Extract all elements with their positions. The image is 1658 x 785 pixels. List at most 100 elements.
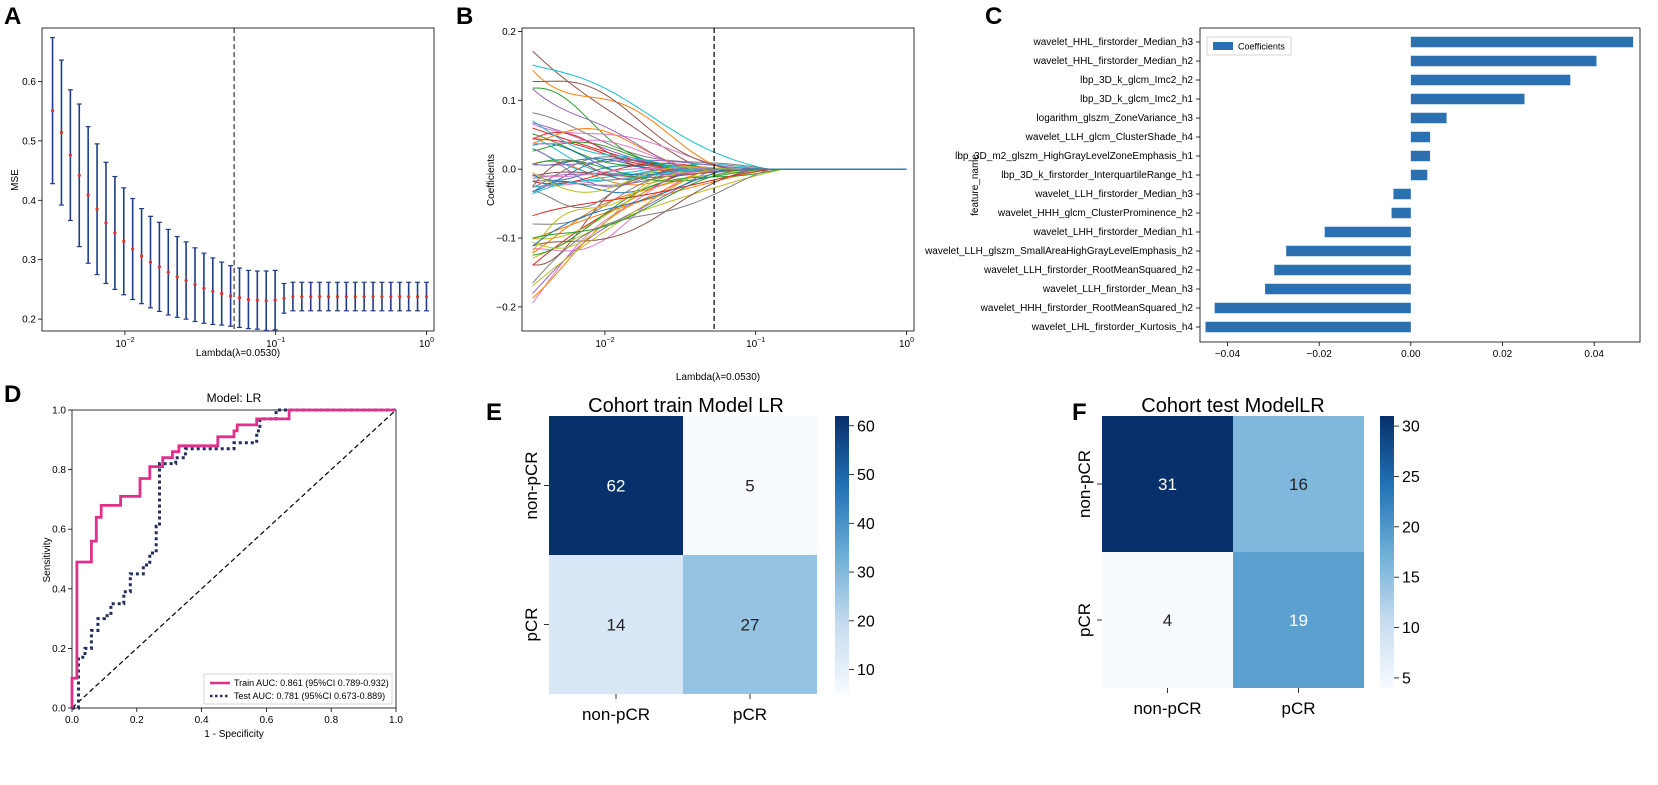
colorbar: 30 25 20 15 10 5: [1380, 416, 1420, 688]
tick-base: 10: [115, 339, 127, 350]
train-roc-curve: [70, 408, 396, 708]
coefficient-bar: [1410, 55, 1597, 67]
x-tick-label: 0.6: [259, 715, 273, 726]
coefficient-path: [532, 64, 907, 170]
coefficient-bar: [1286, 245, 1411, 257]
colorbar-tick-label: 10: [857, 662, 875, 679]
x-tick-label: pCR: [1281, 699, 1315, 718]
y-axis-label: MSE: [10, 169, 21, 191]
mean-point: [211, 289, 215, 293]
feature-label: wavelet_HHH_firstorder_RootMeanSquared_h…: [980, 303, 1194, 314]
error-bars: [50, 28, 429, 332]
y-tick-label: 0.6: [22, 77, 36, 88]
coefficient-path: [532, 168, 907, 304]
panel-e-confusion-train: Cohort train Model LR 62 5 14 27 non-pCR pCR n…: [522, 395, 875, 724]
mean-point: [50, 108, 55, 113]
cell-value: 4: [1163, 611, 1172, 630]
y-tick-label: 0.8: [52, 465, 66, 476]
y-tick-label: non-pCR: [522, 451, 541, 519]
colorbar-tick-label: 30: [857, 565, 875, 582]
matrix-cell: [1233, 552, 1364, 688]
coefficient-path: [532, 168, 907, 294]
mean-point: [77, 173, 81, 177]
x-axis-label: Lambda(λ=0.0530): [676, 372, 760, 383]
mean-point: [148, 260, 153, 264]
panel-d-roc: Model: LR 0.00.0 0.2 0.2 0.4 0.4 0.6 0.6 0.8 0.8…: [42, 391, 403, 740]
y-tick-label: pCR: [1075, 603, 1094, 637]
feature-label: lbp_3D_m2_glszm_HighGrayLevelZoneEmphasi…: [955, 151, 1193, 162]
panel-label-e: E: [486, 399, 502, 426]
cell-value: 5: [745, 477, 754, 496]
mean-point: [122, 239, 126, 243]
colorbar-gradient: [835, 416, 849, 694]
coefficient-bars: wavelet_HHL_firstorder_Median_h3 wavelet_…: [924, 36, 1634, 333]
mean-point: [113, 231, 117, 235]
y-axis-label: Coefficients: [486, 154, 497, 206]
mean-point: [175, 275, 179, 279]
x-tick-label: 0.0: [65, 715, 79, 726]
mean-point: [104, 221, 108, 225]
mean-point: [407, 294, 411, 299]
mean-point: [344, 294, 348, 299]
x-tick-label: 10−1: [746, 337, 765, 350]
mean-point: [326, 294, 331, 299]
cell-value: 27: [741, 616, 760, 635]
x-tick-label: 0.00: [1401, 349, 1421, 360]
tick-exponent: −2: [606, 337, 614, 344]
coefficient-path: [532, 168, 907, 253]
panel-b-coefficient-paths: 10−2 10−1 100−0.2−0.10.00.10.2 Lambda(λ=0.…: [486, 27, 915, 383]
colorbar-tick-label: 60: [857, 418, 875, 435]
axes-frame: [1199, 27, 1641, 343]
panel-c-feature-coefficients: wavelet_HHL_firstorder_Median_h3 wavelet_…: [924, 27, 1641, 360]
axes-frame: [71, 409, 397, 709]
tick-exponent: −1: [277, 337, 285, 344]
colorbar-tick-label: 20: [857, 613, 875, 630]
matrix-cell: [549, 416, 683, 555]
x-tick-label: 10−1: [266, 337, 285, 350]
colorbar-tick-label: 10: [1402, 620, 1420, 637]
coefficient-bar: [1265, 283, 1411, 295]
confusion-matrix: 31 16 4 19 non-pCR pCR non-pCR pCR: [1075, 416, 1364, 718]
feature-label: wavelet_HHH_glcm_ClusterProminence_h2: [997, 208, 1194, 219]
tick-exponent: 0: [910, 337, 914, 344]
tick-base: 10: [595, 339, 607, 350]
x-tick-label: pCR: [733, 705, 767, 724]
coefficient-bar: [1410, 74, 1571, 86]
feature-label: wavelet_HHL_firstorder_Median_h2: [1032, 56, 1193, 67]
mean-point: [237, 296, 242, 300]
x-tick-label: 100: [419, 337, 434, 350]
coefficient-path: [532, 168, 907, 266]
colorbar-gradient: [1380, 416, 1394, 688]
mean-point: [255, 298, 259, 302]
mean-point: [229, 294, 233, 298]
y-tick-label: 0.6: [52, 525, 66, 536]
y-axis-label: feature_name: [970, 154, 981, 216]
mean-point: [166, 270, 170, 274]
mean-point: [95, 207, 99, 211]
test-roc-curve: [72, 408, 396, 710]
coefficient-bar: [1274, 264, 1411, 276]
y-tick-label: −0.1: [496, 234, 516, 245]
mean-point: [398, 294, 402, 299]
legend-label-test: Test AUC: 0.781 (95%CI 0.673-0.889): [234, 691, 385, 701]
mean-point: [291, 294, 295, 299]
x-tick-label: 1.0: [389, 715, 403, 726]
tick-exponent: 0: [430, 337, 434, 344]
legend-box: [1206, 36, 1292, 56]
colorbar-tick-label: 30: [1402, 419, 1420, 436]
coefficient-bar: [1410, 36, 1634, 48]
mean-point: [202, 286, 206, 290]
mean-point: [59, 130, 64, 135]
mean-point: [86, 193, 90, 197]
roc-curves: [70, 408, 397, 710]
feature-label: wavelet_HHL_firstorder_Median_h3: [1032, 37, 1193, 48]
mean-point: [389, 294, 393, 299]
coefficient-bar: [1410, 131, 1431, 143]
legend-swatch: [1213, 42, 1233, 50]
tick-base: 10: [746, 339, 758, 350]
mean-point: [220, 291, 224, 296]
y-tick-label: 0.5: [22, 136, 36, 147]
